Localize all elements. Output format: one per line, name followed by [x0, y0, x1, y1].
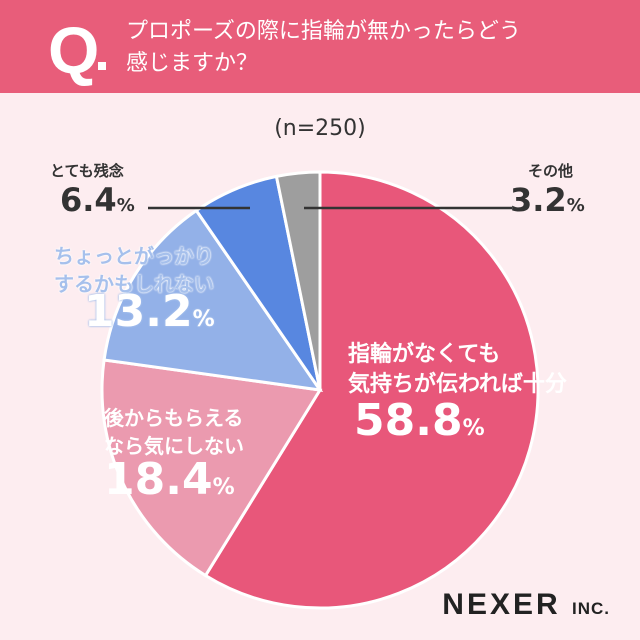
question-line-1: プロポーズの際に指輪が無かったらどう	[126, 19, 521, 44]
label-line: ちょっとがっかり	[54, 244, 214, 268]
label-slice-1: 後からもらえる なら気にしない 18.4%	[104, 404, 244, 502]
q-mark: Q	[48, 13, 100, 87]
pct-unit: %	[566, 195, 585, 216]
pct-1: 18.4%	[104, 458, 244, 502]
logo-suffix: INC.	[572, 599, 610, 618]
nexer-logo: NEXER INC.	[442, 588, 610, 622]
pct-value: 58.8	[354, 395, 463, 446]
pct-3: 6.4%	[60, 181, 135, 219]
logo-name: NEXER	[442, 588, 561, 621]
pct-value: 6.4	[60, 181, 117, 219]
sample-size: (n=250)	[274, 116, 366, 141]
pct-value: 18.4	[104, 454, 213, 505]
label-line: とても残念	[50, 162, 124, 180]
pct-value: 3.2	[510, 181, 567, 219]
label-line: するかもしれない	[54, 272, 214, 296]
pct-4: 3.2%	[510, 181, 585, 219]
pct-unit: %	[462, 416, 485, 441]
label-slice-0: 指輪がなくても気持ちが伝われば十分 58.8%	[348, 340, 567, 444]
label-slice-3: とても残念 6.4%	[50, 160, 135, 219]
pct-value: 13.2	[84, 286, 193, 337]
label-line: その他	[528, 162, 574, 180]
pct-unit: %	[192, 307, 215, 332]
label-line: 指輪がなくても	[348, 342, 501, 367]
pct-unit: %	[212, 475, 235, 500]
label-slice-4: その他 3.2%	[510, 160, 585, 219]
question-text: プロポーズの際に指輪が無かったらどう 感じますか？	[126, 16, 521, 80]
pct-0: 58.8%	[354, 399, 567, 444]
question-header	[0, 0, 640, 93]
label-line: 後からもらえる	[104, 406, 244, 430]
pie-slice-2	[102, 208, 324, 392]
q-dot	[98, 62, 106, 70]
pie-slice-1	[100, 358, 323, 578]
question-line-2: 感じますか？	[126, 51, 259, 76]
label-line: なら気にしない	[104, 434, 244, 458]
pct-unit: %	[116, 195, 135, 216]
pie-slice-4	[274, 170, 322, 391]
pct-2: 13.2%	[84, 290, 215, 334]
pie-slice-0	[203, 170, 540, 610]
label-slice-2: ちょっとがっかり するかもしれない 13.2%	[54, 242, 215, 334]
label-line: 気持ちが伝われば十分	[348, 372, 567, 397]
